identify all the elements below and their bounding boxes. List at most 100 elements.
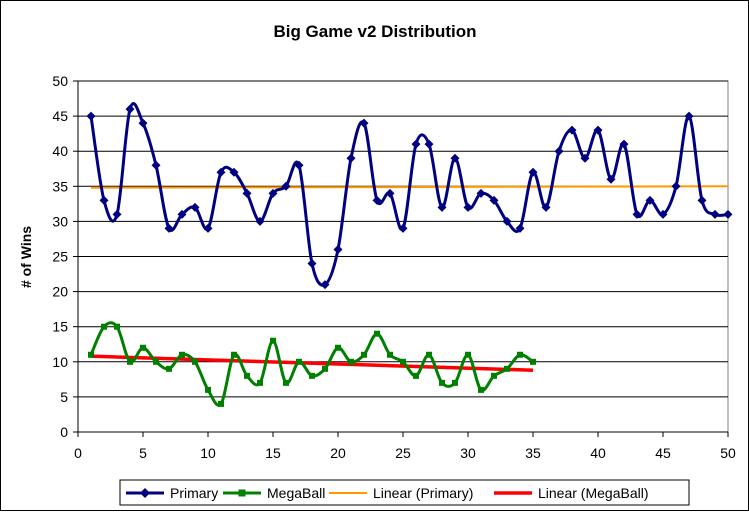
legend-item-linear-megaball: Linear (MegaBall) xyxy=(494,485,649,501)
x-tick-label: 10 xyxy=(200,445,216,461)
point-megaball xyxy=(426,351,432,358)
point-primary xyxy=(281,181,291,191)
point-primary xyxy=(632,209,642,219)
point-megaball xyxy=(244,372,250,379)
x-tick-label: 50 xyxy=(720,445,736,461)
point-primary xyxy=(294,160,304,170)
legend-label-linear-megaball: Linear (MegaBall) xyxy=(538,485,649,501)
point-megaball xyxy=(309,372,315,379)
point-megaball xyxy=(361,351,367,358)
point-primary xyxy=(606,174,616,184)
point-megaball xyxy=(452,379,458,386)
y-tick-label: 20 xyxy=(52,284,68,300)
point-megaball xyxy=(400,358,406,365)
point-megaball xyxy=(335,344,341,351)
y-tick-label: 50 xyxy=(52,73,68,89)
axes xyxy=(73,80,729,437)
point-megaball xyxy=(140,344,146,351)
point-megaball xyxy=(465,351,471,358)
point-megaball xyxy=(413,372,419,379)
point-primary xyxy=(203,223,213,233)
point-primary xyxy=(268,188,278,198)
x-tick-label: 35 xyxy=(525,445,541,461)
y-tick-label: 5 xyxy=(60,389,68,405)
point-primary xyxy=(476,188,486,198)
point-megaball xyxy=(218,400,224,407)
point-primary xyxy=(684,111,694,121)
legend-label-primary: Primary xyxy=(170,485,218,501)
point-primary xyxy=(229,167,239,177)
legend-marker-primary xyxy=(140,488,150,498)
y-tick-label: 40 xyxy=(52,143,68,159)
point-primary xyxy=(125,104,135,114)
y-tick-label: 45 xyxy=(52,108,68,124)
y-axis-label: # of Wins xyxy=(18,226,34,288)
legend-label-megaball: MegaBall xyxy=(267,485,325,501)
point-megaball xyxy=(517,351,523,358)
point-megaball xyxy=(478,386,484,393)
point-primary xyxy=(398,223,408,233)
x-tick-label: 40 xyxy=(590,445,606,461)
point-primary xyxy=(320,280,330,290)
point-megaball xyxy=(127,358,133,365)
point-primary xyxy=(580,153,590,163)
point-megaball xyxy=(322,365,328,372)
x-tick-label: 25 xyxy=(395,445,411,461)
point-megaball xyxy=(192,358,198,365)
point-primary xyxy=(385,188,395,198)
point-megaball xyxy=(374,330,380,337)
point-primary xyxy=(164,223,174,233)
point-primary xyxy=(541,202,551,212)
point-megaball xyxy=(231,351,237,358)
y-tick-label: 10 xyxy=(52,354,68,370)
point-primary xyxy=(710,209,720,219)
point-megaball xyxy=(101,323,107,330)
point-primary xyxy=(619,139,629,149)
y-tick-label: 25 xyxy=(52,249,68,265)
point-primary xyxy=(86,111,96,121)
point-primary xyxy=(138,118,148,128)
chart-title: Big Game v2 Distribution xyxy=(273,22,476,41)
point-primary xyxy=(489,195,499,205)
point-primary xyxy=(99,195,109,205)
point-primary xyxy=(151,160,161,170)
x-tick-label: 0 xyxy=(74,445,82,461)
point-megaball xyxy=(257,379,263,386)
point-primary xyxy=(112,209,122,219)
legend: Primary MegaBall Linear (Primary) Linear (M… xyxy=(119,479,690,506)
point-primary xyxy=(307,259,317,269)
point-primary xyxy=(554,146,564,156)
point-megaball xyxy=(179,351,185,358)
point-primary xyxy=(463,202,473,212)
point-primary xyxy=(567,125,577,135)
point-megaball xyxy=(491,372,497,379)
legend-box xyxy=(119,479,690,506)
point-primary xyxy=(372,195,382,205)
point-primary xyxy=(697,195,707,205)
series-layer xyxy=(86,102,733,407)
point-primary xyxy=(645,195,655,205)
point-primary xyxy=(411,139,421,149)
point-primary xyxy=(359,118,369,128)
point-primary xyxy=(528,167,538,177)
legend-item-primary: Primary xyxy=(126,485,218,501)
y-tick-label: 30 xyxy=(52,213,68,229)
point-primary xyxy=(723,209,733,219)
point-primary xyxy=(190,202,200,212)
legend-item-linear-primary: Linear (Primary) xyxy=(329,485,473,501)
point-primary xyxy=(671,181,681,191)
x-tick-label: 45 xyxy=(655,445,671,461)
point-megaball xyxy=(387,351,393,358)
y-tick-label: 15 xyxy=(52,319,68,335)
point-primary xyxy=(216,167,226,177)
point-primary xyxy=(450,153,460,163)
point-primary xyxy=(515,223,525,233)
x-tick-label: 5 xyxy=(139,445,147,461)
point-primary xyxy=(255,216,265,226)
x-tick-label: 30 xyxy=(460,445,476,461)
point-megaball xyxy=(166,365,172,372)
x-tick-labels: 0 5 10 15 20 25 30 35 40 45 50 xyxy=(74,445,736,461)
y-tick-labels: 0 5 10 15 20 25 30 35 40 45 50 xyxy=(52,73,68,440)
